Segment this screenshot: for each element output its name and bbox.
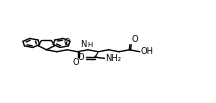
Polygon shape xyxy=(94,52,98,57)
Text: OH: OH xyxy=(140,47,153,56)
Text: O: O xyxy=(64,38,70,47)
Text: NH₂: NH₂ xyxy=(105,54,121,63)
Text: O: O xyxy=(78,53,84,62)
Text: O: O xyxy=(132,35,138,44)
Text: O: O xyxy=(72,58,79,67)
Text: N: N xyxy=(80,40,87,49)
Text: H: H xyxy=(88,42,93,47)
